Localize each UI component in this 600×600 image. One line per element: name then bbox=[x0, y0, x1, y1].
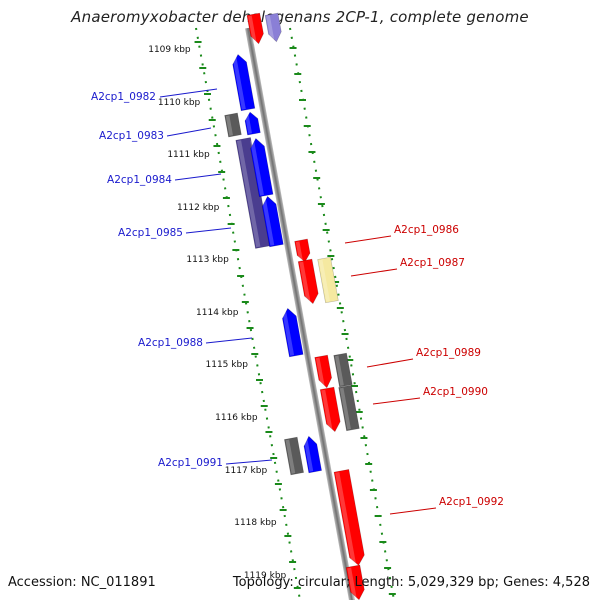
ruler-label: 1115 kbp bbox=[206, 360, 249, 370]
gene-label[interactable]: A2cp1_0984 bbox=[107, 174, 172, 186]
gene-A2cp1-0985[interactable] bbox=[261, 195, 284, 248]
gene-label-leader bbox=[389, 507, 437, 515]
gene-label-leader bbox=[185, 227, 232, 234]
gene-label[interactable]: A2cp1_0988 bbox=[138, 337, 203, 349]
ruler-label: 1110 kbp bbox=[158, 98, 201, 108]
genome-backbone bbox=[245, 27, 359, 600]
gene-A2cp1-0992[interactable] bbox=[333, 469, 366, 566]
gene-A2cp1-0990-feature[interactable] bbox=[338, 384, 360, 432]
gene-label-leader bbox=[166, 127, 212, 137]
ruler-label: 1116 kbp bbox=[215, 413, 258, 423]
gene-label-leader bbox=[372, 397, 421, 405]
ruler-label: 1109 kbp bbox=[148, 45, 191, 55]
gene-label-leader bbox=[344, 235, 392, 244]
gene-A2cp1-0988[interactable] bbox=[281, 307, 304, 358]
gene-label[interactable]: A2cp1_0990 bbox=[423, 386, 488, 398]
gene-label[interactable]: A2cp1_0985 bbox=[118, 227, 183, 239]
ruler-label: 1119 kbp bbox=[244, 571, 287, 581]
gene-A2cp1-0982[interactable] bbox=[231, 53, 256, 112]
gene-A2cp1-0983-feature[interactable] bbox=[224, 112, 242, 138]
ruler-label: 1114 kbp bbox=[196, 308, 239, 318]
gene-label-leader bbox=[159, 88, 218, 98]
gene-A2cp1-0991-feature[interactable] bbox=[284, 436, 304, 476]
gene-label[interactable]: A2cp1_0982 bbox=[91, 91, 156, 103]
gene-reverse-partial[interactable] bbox=[264, 12, 283, 43]
ruler-label: 1112 kbp bbox=[177, 203, 220, 213]
gene-A2cp1-0989-feature[interactable] bbox=[333, 352, 353, 388]
gene-A2cp1-0991[interactable] bbox=[302, 435, 322, 474]
gene-forward-partial[interactable] bbox=[246, 12, 265, 45]
gene-label-leader bbox=[205, 337, 253, 344]
ruler-label: 1111 kbp bbox=[167, 150, 210, 160]
topology-label: Topology: circular; Length: 5,029,329 bp… bbox=[232, 575, 590, 590]
gene-A2cp1-0983[interactable] bbox=[244, 111, 261, 136]
gene-label-leader bbox=[350, 268, 398, 277]
gene-A2cp1-0984[interactable] bbox=[249, 137, 274, 198]
gene-label-leader bbox=[174, 173, 222, 181]
gene-A2cp1-0989[interactable] bbox=[314, 354, 334, 389]
gene-label[interactable]: A2cp1_0983 bbox=[99, 130, 164, 142]
gene-A2cp1-0987-feature[interactable] bbox=[317, 256, 339, 304]
gene-A2cp1-0987[interactable] bbox=[297, 258, 320, 305]
ruler-label: 1113 kbp bbox=[186, 255, 229, 265]
accession-label: Accession: NC_011891 bbox=[8, 575, 156, 590]
gene-label[interactable]: A2cp1_0991 bbox=[158, 457, 223, 469]
gene-forward-partial-bottom[interactable] bbox=[345, 564, 366, 600]
ruler-label: 1117 kbp bbox=[225, 466, 268, 476]
gene-label-leader bbox=[225, 459, 273, 465]
gene-label[interactable]: A2cp1_0989 bbox=[416, 347, 481, 359]
gene-label[interactable]: A2cp1_0987 bbox=[400, 257, 465, 269]
map-title: Anaeromyxobacter dehalogenans 2CP-1, com… bbox=[71, 8, 529, 26]
gene-label[interactable]: A2cp1_0992 bbox=[439, 496, 504, 508]
gene-label[interactable]: A2cp1_0986 bbox=[394, 224, 459, 236]
gene-label-leader bbox=[366, 358, 414, 368]
gene-A2cp1-0990[interactable] bbox=[319, 386, 342, 433]
ruler-label: 1118 kbp bbox=[234, 518, 277, 528]
gene-A2cp1-0986[interactable] bbox=[294, 238, 312, 263]
